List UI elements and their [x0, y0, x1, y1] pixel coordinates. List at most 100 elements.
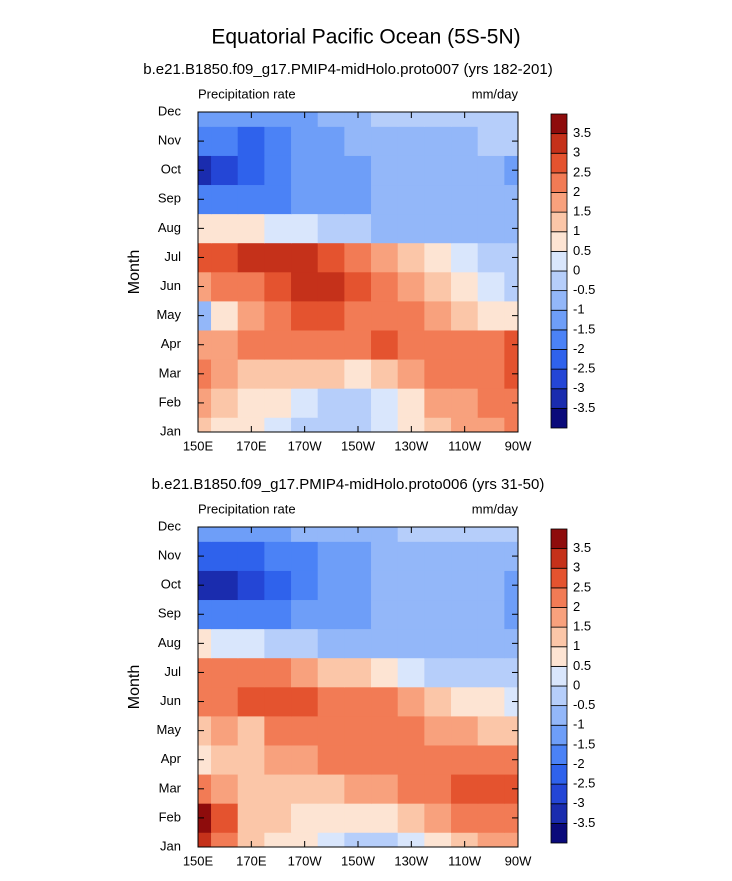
contour-cell [451, 527, 479, 542]
contour-cell [344, 271, 372, 302]
contour-cell [264, 184, 292, 215]
contour-cell [264, 657, 292, 688]
contour-cell [198, 541, 212, 571]
contour-cell [237, 744, 265, 775]
contour-cell [344, 803, 372, 833]
colorbar-box [550, 764, 568, 785]
x-tick-label: 170E [236, 438, 267, 453]
contour-cell [237, 358, 265, 389]
y-tick-label: Dec [158, 518, 182, 533]
contour-cell [397, 570, 425, 601]
contour-cell [477, 715, 505, 746]
colorbar-box [550, 290, 568, 311]
contour-cell [264, 242, 292, 273]
contour-cell [424, 271, 452, 302]
contour-cell [237, 657, 265, 688]
contour-cell [451, 541, 479, 571]
field [198, 527, 518, 847]
contour-cell [211, 686, 239, 717]
contour-cell [371, 184, 399, 215]
contour-cell [477, 126, 505, 156]
contour-cell [397, 388, 425, 418]
contour-cell [237, 112, 265, 127]
y-tick-label: May [156, 722, 181, 737]
contour-cell [504, 657, 518, 688]
colorbar-box [550, 270, 568, 292]
contour-cell [371, 715, 399, 746]
contour-cell [397, 803, 425, 833]
contour-cell [291, 213, 319, 244]
colorbar-label: -1.5 [573, 321, 595, 336]
contour-cell [477, 184, 505, 215]
colorbar-box [550, 407, 568, 429]
contour-cell [291, 242, 319, 273]
contour-cell [451, 329, 479, 360]
contour-cell [371, 744, 399, 775]
contour-cell [371, 417, 399, 432]
colorbar-label: 3.5 [573, 540, 591, 555]
x-tick-label: 110W [448, 438, 482, 453]
colorbar-box [550, 646, 568, 667]
contour-cell [264, 570, 292, 601]
contour-cell [264, 213, 292, 244]
contour-cell [451, 803, 479, 833]
contour-cell [371, 773, 399, 804]
colorbar-box [550, 587, 568, 608]
panel-title: b.e21.B1850.f09_g17.PMIP4-midHolo.proto0… [152, 476, 545, 493]
colorbar-label: 2 [573, 184, 580, 199]
contour-cell [397, 541, 425, 571]
contour-cell [477, 155, 505, 186]
colorbar-label: 2.5 [573, 579, 591, 594]
colorbar-label: 0.5 [573, 658, 591, 673]
contour-cell [237, 329, 265, 360]
x-tick-label: 150E [183, 438, 214, 453]
colorbar-label: 0 [573, 677, 580, 692]
contour-cell [451, 599, 479, 630]
contour-cell [504, 715, 518, 746]
colorbar-label: -1.5 [573, 736, 595, 751]
contour-cell [211, 271, 239, 302]
contour-cell [211, 112, 239, 127]
contour-cell [371, 541, 399, 571]
contour-cell [198, 570, 212, 601]
contour-cell [291, 527, 319, 542]
colorbar-box [550, 250, 568, 272]
contour-cell [424, 112, 452, 127]
colorbar-box [550, 567, 568, 589]
contour-cell [477, 417, 505, 432]
contour-cell [198, 358, 212, 389]
y-tick-label: Jun [160, 278, 181, 293]
contour-cell [264, 126, 292, 156]
contour-cell [371, 329, 399, 360]
contour-cell [344, 541, 372, 571]
contour-cell [371, 628, 399, 659]
contour-cell [264, 773, 292, 804]
contour-cell [237, 388, 265, 418]
y-tick-label: Mar [159, 365, 182, 380]
contour-cell [504, 112, 518, 127]
contour-cell [237, 570, 265, 601]
x-tick-label: 90W [505, 853, 532, 868]
contour-cell [397, 300, 425, 331]
colorbar-box [550, 231, 568, 252]
contour-cell [198, 242, 212, 273]
contour-cell [291, 329, 319, 360]
colorbar-box [550, 626, 568, 648]
contour-cell [477, 773, 505, 804]
contour-cell [371, 832, 399, 847]
contour-cell [371, 213, 399, 244]
contour-cell [424, 329, 452, 360]
contour-cell [317, 242, 345, 273]
contour-cell [211, 570, 239, 601]
contour-cell [504, 744, 518, 775]
contour-cell [371, 126, 399, 156]
contour-cell [264, 744, 292, 775]
contour-cell [424, 570, 452, 601]
contour-cell [451, 773, 479, 804]
contour-cell [344, 773, 372, 804]
contour-cell [211, 242, 239, 273]
contour-cell [291, 388, 319, 418]
contour-cell [198, 184, 212, 215]
colorbar-label: 3.5 [573, 125, 591, 140]
contour-cell [397, 184, 425, 215]
